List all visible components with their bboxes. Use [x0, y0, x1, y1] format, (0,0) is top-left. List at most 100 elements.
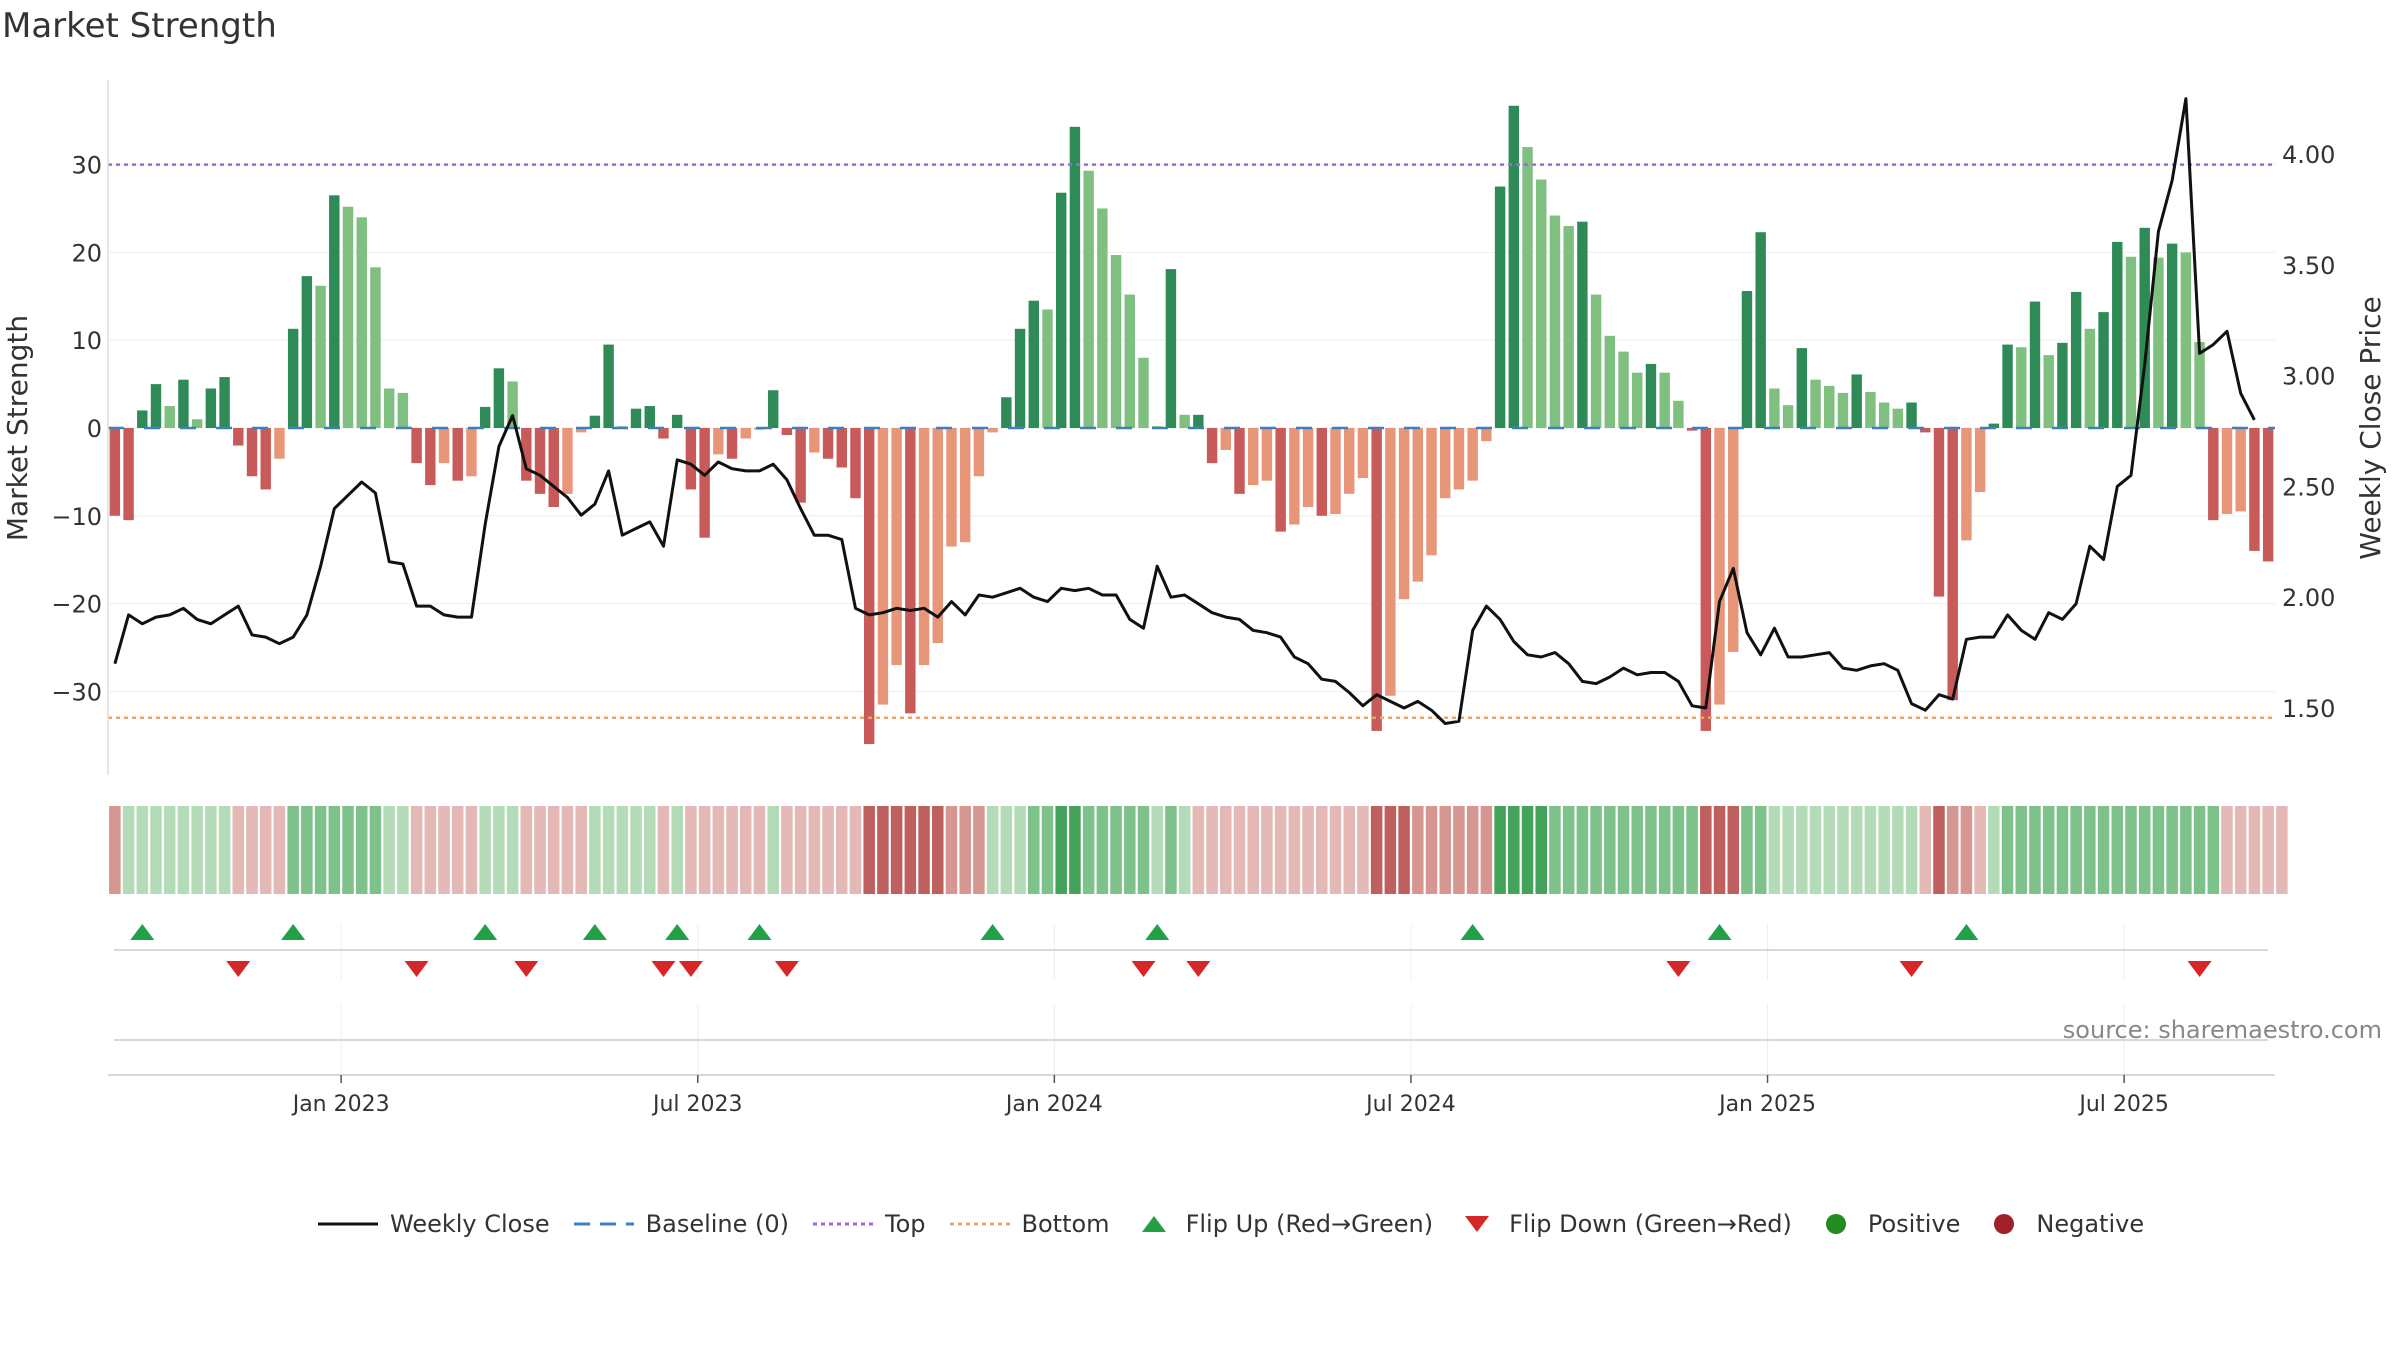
band-cell	[836, 806, 848, 894]
band-cell	[918, 806, 930, 894]
band-cell	[2138, 806, 2151, 894]
band-cell	[1302, 806, 1314, 894]
band-cell	[2276, 806, 2288, 894]
strength-bar	[1275, 428, 1286, 532]
strength-bar	[1522, 147, 1533, 429]
strength-bar	[411, 428, 422, 464]
strength-bar	[1933, 428, 1945, 597]
band-cell	[1741, 806, 1753, 894]
band-cell	[122, 806, 135, 894]
band-cell	[1919, 806, 1932, 894]
strength-bar	[1878, 402, 1890, 428]
band-cell	[1288, 806, 1301, 894]
strength-bar	[1700, 428, 1712, 731]
strength-bar	[658, 428, 669, 439]
band-cell	[1398, 806, 1410, 894]
strength-bar	[479, 406, 491, 428]
strength-band	[109, 806, 2288, 894]
band-cell	[781, 806, 793, 894]
strength-bar	[287, 328, 299, 428]
band-cell	[1713, 806, 1726, 894]
strength-bar	[1083, 170, 1094, 428]
legend-item-negative: Negative	[1984, 1210, 2144, 1238]
band-cell	[877, 806, 889, 894]
band-cell	[1247, 806, 1259, 894]
band-cell	[1494, 806, 1506, 894]
strength-bar	[2153, 257, 2164, 428]
flip-up-marker	[281, 924, 306, 940]
legend-label: Weekly Close	[390, 1210, 550, 1238]
band-cell	[493, 806, 505, 894]
legend-item-flip-down: Flip Down (Green→Red)	[1457, 1210, 1792, 1238]
band-cell	[1261, 806, 1273, 894]
band-cell	[1974, 806, 1986, 894]
source-text: source: sharemaestro.com	[2063, 1016, 2382, 1044]
band-cell	[1576, 806, 1589, 894]
band-cell	[506, 806, 519, 894]
band-cell	[2234, 806, 2247, 894]
strength-bar	[2262, 428, 2274, 562]
strength-bar	[850, 428, 861, 499]
flip-down-marker	[226, 961, 251, 977]
band-cell	[2262, 806, 2274, 894]
flip-down-marker	[1186, 961, 1211, 977]
strength-bar	[233, 428, 244, 446]
strength-bar	[603, 344, 614, 428]
strength-bar	[1357, 428, 1369, 479]
band-cell	[945, 806, 958, 894]
strength-bar	[150, 384, 162, 428]
y2-tick-label: 2.50	[2282, 473, 2335, 501]
band-cell	[575, 806, 587, 894]
flip-down-marker	[2187, 961, 2212, 977]
band-cell	[1700, 806, 1712, 894]
strength-bar	[466, 428, 477, 477]
strength-bar	[1865, 392, 1876, 428]
strength-bar	[809, 428, 820, 453]
band-cell	[1837, 806, 1849, 894]
flip-down-marker	[404, 961, 429, 977]
weekly-close-line	[113, 97, 2256, 725]
strength-bar	[1206, 428, 1218, 464]
band-cell	[301, 806, 313, 894]
flip-up-marker	[665, 924, 690, 940]
legend-label: Baseline (0)	[645, 1210, 790, 1238]
band-cell	[1178, 806, 1191, 894]
strength-bar	[795, 428, 806, 503]
band-cell	[767, 806, 779, 894]
legend-item-weekly-close: Weekly Close	[318, 1210, 550, 1238]
strength-bar	[946, 428, 957, 547]
band-cell	[1809, 806, 1822, 894]
band-cell	[355, 806, 368, 894]
strength-bar	[1947, 428, 1958, 701]
flip-up-marker	[1954, 924, 1979, 940]
band-cell	[1220, 806, 1232, 894]
band-cell	[1110, 806, 1122, 894]
strength-bar	[493, 368, 505, 428]
strength-bar	[1659, 372, 1670, 428]
strength-bar	[164, 406, 175, 428]
strength-bar	[2125, 256, 2137, 428]
band-cell	[2084, 806, 2096, 894]
strength-bar	[1782, 405, 1794, 428]
strength-bar	[1961, 428, 1972, 541]
weekly-close-layer	[113, 97, 2256, 725]
strength-bar	[767, 390, 779, 428]
strength-bar	[109, 428, 121, 516]
strength-bar	[1165, 269, 1177, 428]
flip-up-marker	[1460, 924, 1485, 940]
y-tick-label: −20	[51, 591, 102, 619]
strength-bar	[2194, 341, 2205, 428]
flip-down-marker	[514, 961, 539, 977]
strength-bar	[2084, 328, 2096, 428]
strength-bar	[2016, 347, 2027, 428]
strength-bar	[1042, 309, 1053, 428]
band-cell	[273, 806, 286, 894]
band-cell	[1796, 806, 1808, 894]
y2-tick-label: 2.00	[2282, 584, 2335, 612]
strength-bar	[2235, 428, 2246, 512]
strength-bar	[370, 267, 381, 428]
strength-bar	[1371, 428, 1382, 731]
strength-bar	[534, 428, 546, 494]
band-cell	[1055, 806, 1067, 894]
band-cell	[671, 806, 683, 894]
